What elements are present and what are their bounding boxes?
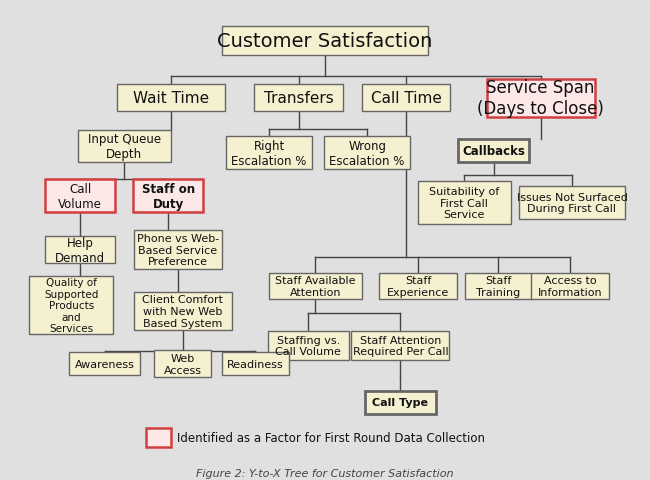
Text: Phone vs Web-
Based Service
Preference: Phone vs Web- Based Service Preference <box>137 233 219 266</box>
FancyBboxPatch shape <box>45 237 115 264</box>
FancyBboxPatch shape <box>226 137 312 169</box>
Text: Web
Access: Web Access <box>164 353 202 375</box>
FancyBboxPatch shape <box>155 350 211 377</box>
FancyBboxPatch shape <box>222 27 428 56</box>
Text: Readiness: Readiness <box>227 359 284 369</box>
Text: Wait Time: Wait Time <box>133 91 209 106</box>
FancyBboxPatch shape <box>254 85 343 112</box>
Text: Awareness: Awareness <box>75 359 135 369</box>
FancyBboxPatch shape <box>29 277 113 335</box>
Text: Staff on
Duty: Staff on Duty <box>142 182 195 210</box>
Text: Staff Attention
Required Per Call: Staff Attention Required Per Call <box>353 335 448 357</box>
Text: Transfers: Transfers <box>264 91 333 106</box>
FancyBboxPatch shape <box>77 130 171 163</box>
Text: Right
Escalation %: Right Escalation % <box>231 139 307 167</box>
FancyBboxPatch shape <box>133 180 203 213</box>
Text: Wrong
Escalation %: Wrong Escalation % <box>330 139 405 167</box>
FancyBboxPatch shape <box>117 85 225 112</box>
Text: Client Comfort
with New Web
Based System: Client Comfort with New Web Based System <box>142 295 224 328</box>
FancyBboxPatch shape <box>134 231 222 269</box>
FancyBboxPatch shape <box>324 137 410 169</box>
FancyBboxPatch shape <box>45 180 115 213</box>
Text: Callbacks: Callbacks <box>462 145 525 158</box>
Text: Call Time: Call Time <box>371 91 442 106</box>
Text: Call Type: Call Type <box>372 397 428 408</box>
FancyBboxPatch shape <box>352 332 449 360</box>
FancyBboxPatch shape <box>487 80 595 118</box>
FancyBboxPatch shape <box>531 273 609 300</box>
Text: Staff
Training: Staff Training <box>476 276 521 297</box>
FancyBboxPatch shape <box>519 187 625 219</box>
FancyBboxPatch shape <box>222 352 289 375</box>
Text: Quality of
Supported
Products
and
Services: Quality of Supported Products and Servic… <box>44 277 98 334</box>
Text: Input Queue
Depth: Input Queue Depth <box>88 132 161 160</box>
Text: Staff
Experience: Staff Experience <box>387 276 449 297</box>
Text: Issues Not Surfaced
During First Call: Issues Not Surfaced During First Call <box>517 192 627 214</box>
FancyBboxPatch shape <box>268 332 348 360</box>
Text: Identified as a Factor for First Round Data Collection: Identified as a Factor for First Round D… <box>177 432 485 444</box>
Text: Staffing vs.
Call Volume: Staffing vs. Call Volume <box>276 335 341 357</box>
FancyBboxPatch shape <box>417 182 511 224</box>
FancyBboxPatch shape <box>362 85 450 112</box>
FancyBboxPatch shape <box>134 292 232 331</box>
FancyBboxPatch shape <box>69 352 140 375</box>
FancyBboxPatch shape <box>146 428 171 447</box>
Text: Suitability of
First Call
Service: Suitability of First Call Service <box>429 187 499 220</box>
FancyBboxPatch shape <box>268 273 362 300</box>
Text: Staff Available
Attention: Staff Available Attention <box>275 276 356 297</box>
FancyBboxPatch shape <box>379 273 458 300</box>
Text: Call
Volume: Call Volume <box>58 182 102 210</box>
Text: Service Span
(Days to Close): Service Span (Days to Close) <box>477 79 604 118</box>
Text: Access to
Information: Access to Information <box>538 276 603 297</box>
Text: Figure 2: Y-to-X Tree for Customer Satisfaction: Figure 2: Y-to-X Tree for Customer Satis… <box>196 468 454 478</box>
Text: Customer Satisfaction: Customer Satisfaction <box>217 32 433 51</box>
FancyBboxPatch shape <box>458 140 529 163</box>
Text: Help
Demand: Help Demand <box>55 236 105 264</box>
FancyBboxPatch shape <box>465 273 532 300</box>
FancyBboxPatch shape <box>365 391 436 414</box>
